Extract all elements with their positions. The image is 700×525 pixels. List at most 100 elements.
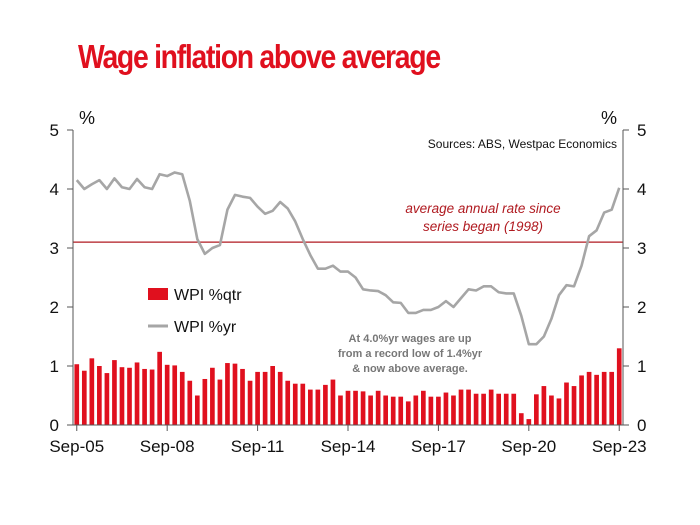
annotation-line: from a record low of 1.4%yr xyxy=(338,348,483,360)
bar xyxy=(375,390,381,425)
y-tick-label-left: 4 xyxy=(50,180,59,199)
bar xyxy=(104,373,110,425)
chart-labels: % % Sources: ABS, Westpac Economics average… xyxy=(79,108,617,375)
bar xyxy=(164,364,170,425)
y-tick-label-right: 3 xyxy=(637,239,646,258)
average-label-line2: series began (1998) xyxy=(423,219,543,234)
bar xyxy=(534,394,539,425)
bar xyxy=(503,393,509,425)
y-unit-right: % xyxy=(601,108,617,128)
bar xyxy=(277,371,283,425)
legend-label-bar: WPI %qtr xyxy=(174,287,242,304)
bar xyxy=(564,382,569,425)
bar xyxy=(496,393,502,425)
bar xyxy=(609,371,615,425)
bar xyxy=(616,348,622,425)
bar xyxy=(451,395,456,425)
bar xyxy=(390,396,396,425)
bar xyxy=(398,396,404,425)
bar xyxy=(473,393,479,425)
y-tick-label-left: 5 xyxy=(50,121,59,140)
bar xyxy=(81,370,87,425)
bar xyxy=(511,393,517,425)
bar xyxy=(315,389,321,425)
bar xyxy=(488,389,494,425)
bar xyxy=(300,383,306,425)
legend: WPI %qtr WPI %yr xyxy=(148,287,242,336)
axes: 0 0 1 1 2 2 3 3 4 4 5 5 Sep-05 Sep-08 Sep-11 Sep-14 Sep-… xyxy=(49,121,646,456)
x-tick-label: Sep-14 xyxy=(321,437,376,456)
bar xyxy=(353,390,358,425)
bar xyxy=(74,364,80,425)
average-label-line1: average annual rate since xyxy=(405,201,560,216)
y-tick-label-right: 0 xyxy=(637,416,646,435)
bar xyxy=(360,391,366,425)
bar xyxy=(345,390,351,425)
x-tick-label: Sep-05 xyxy=(49,437,104,456)
bar xyxy=(210,367,215,425)
bar xyxy=(232,363,238,425)
chart-title: Wage inflation above average xyxy=(78,38,441,75)
wpi-yr-line-group xyxy=(75,171,621,346)
y-tick-label-left: 0 xyxy=(50,416,59,435)
bar xyxy=(202,378,208,425)
bar xyxy=(172,365,178,425)
bar xyxy=(89,358,95,425)
bar xyxy=(157,351,162,425)
x-tick-label: Sep-08 xyxy=(140,437,195,456)
bar xyxy=(436,396,441,425)
bar xyxy=(307,389,313,425)
x-tick-label: Sep-20 xyxy=(501,437,556,456)
bar xyxy=(571,386,577,425)
bar xyxy=(428,396,434,425)
bar xyxy=(556,398,562,425)
bar xyxy=(97,366,102,425)
source-note: Sources: ABS, Westpac Economics xyxy=(428,137,617,151)
annotation-line: & now above average. xyxy=(352,363,468,375)
bar xyxy=(292,383,298,425)
y-tick-label-right: 1 xyxy=(637,357,646,376)
annotation-line: At 4.0%yr wages are up xyxy=(349,333,472,345)
bar xyxy=(134,362,140,425)
bar xyxy=(119,367,125,425)
legend-swatch-bar xyxy=(148,288,168,300)
wpi-yr-line xyxy=(75,171,621,346)
legend-label-line: WPI %yr xyxy=(174,319,237,336)
bar xyxy=(247,380,253,425)
y-tick-label-right: 5 xyxy=(637,121,646,140)
bar xyxy=(323,384,328,425)
bar xyxy=(225,363,230,425)
x-tick-label: Sep-11 xyxy=(231,437,285,456)
bar xyxy=(518,413,524,425)
bar xyxy=(338,395,343,425)
bar xyxy=(601,371,607,425)
bar xyxy=(586,371,592,425)
bar xyxy=(255,371,260,425)
bar xyxy=(549,395,554,425)
bar xyxy=(383,395,389,425)
bar xyxy=(187,380,193,425)
y-tick-label-left: 1 xyxy=(50,357,59,376)
bar xyxy=(194,395,200,425)
y-unit-left: % xyxy=(79,108,95,128)
bar xyxy=(526,419,532,425)
bar xyxy=(240,368,245,425)
y-tick-label-right: 4 xyxy=(637,180,646,199)
bar xyxy=(413,395,419,425)
bar xyxy=(285,380,291,425)
bar xyxy=(217,379,223,425)
bar xyxy=(127,367,132,425)
y-tick-label-right: 2 xyxy=(637,298,646,317)
bar xyxy=(149,369,155,425)
bar xyxy=(481,393,486,425)
x-tick-label: Sep-17 xyxy=(411,437,466,456)
bar xyxy=(405,401,411,425)
bar xyxy=(594,374,599,425)
y-tick-label-left: 2 xyxy=(50,298,59,317)
bar xyxy=(262,371,268,425)
y-tick-label-left: 3 xyxy=(50,239,59,258)
wpi-qtr-bars xyxy=(74,348,622,425)
bar xyxy=(458,389,464,425)
bar xyxy=(421,390,426,425)
